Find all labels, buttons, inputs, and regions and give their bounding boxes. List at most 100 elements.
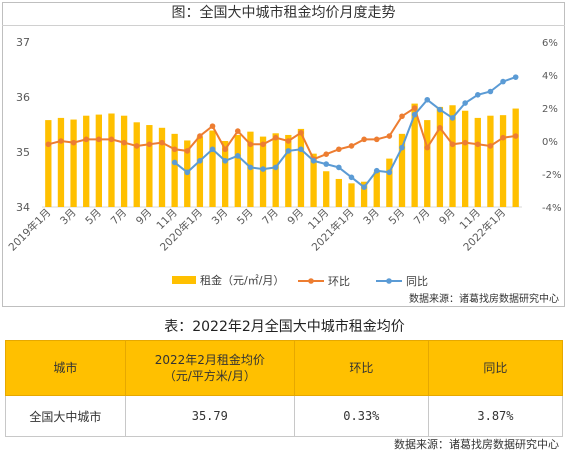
- yoy-point: [285, 148, 292, 154]
- mom-point: [449, 141, 456, 148]
- x-tick-label: 7月: [412, 207, 433, 228]
- y-right-tick-label: 4%: [542, 71, 558, 82]
- bar: [487, 115, 494, 207]
- x-tick-label: 3月: [210, 207, 231, 228]
- bar: [323, 171, 330, 207]
- x-tick-label: 9月: [285, 207, 306, 228]
- mom-point: [500, 134, 506, 141]
- x-tick-label: 5月: [386, 207, 407, 228]
- table-row: 全国大中城市 35.79 0.33% 3.87%: [5, 395, 564, 437]
- yoy-point: [336, 164, 342, 171]
- yoy-point: [373, 167, 380, 174]
- legend-bar-label: 租金（元/㎡/月）: [200, 273, 284, 287]
- yoy-point: [209, 146, 216, 153]
- x-tick-label: 3月: [361, 207, 382, 228]
- mom-point: [462, 139, 468, 146]
- y-right-tick-label: 0%: [542, 137, 558, 148]
- mom-point: [234, 128, 241, 134]
- yoy-point: [184, 169, 191, 176]
- legend-yoy-label: 同比: [406, 275, 428, 288]
- bar: [348, 183, 355, 207]
- y-left-tick-label: 37: [16, 36, 30, 49]
- chart-source: 数据来源：诸葛找房数据研究中心: [409, 294, 559, 305]
- chart-bars: [45, 103, 519, 207]
- mom-point: [108, 136, 115, 143]
- mom-point: [58, 138, 64, 144]
- x-tick-label: 5月: [235, 207, 256, 228]
- bar: [133, 122, 140, 207]
- mom-point: [272, 134, 279, 141]
- bar: [335, 178, 342, 207]
- mom-point: [298, 129, 304, 136]
- chart-title: 图：全国大中城市租金均价月度走势: [2, 2, 565, 26]
- bar: [411, 103, 418, 207]
- chart-legend: 租金（元/㎡/月） 环比 同比: [172, 273, 428, 288]
- yoy-point: [361, 184, 367, 190]
- mom-point: [133, 143, 140, 149]
- mom-point: [45, 141, 52, 148]
- x-tick-label: 5月: [83, 207, 104, 228]
- bar: [146, 125, 153, 207]
- bar: [209, 130, 216, 207]
- bar: [57, 117, 65, 207]
- rent-table: 城市 2022年2月租金均价 （元/平方米/月） 环比 同比 全国大中城市 35…: [5, 340, 564, 437]
- bar: [499, 115, 507, 207]
- bar: [398, 133, 406, 207]
- mom-point: [361, 136, 367, 143]
- mom-point: [348, 143, 355, 149]
- x-tick-label: 3月: [58, 207, 79, 228]
- cell-city: 全国大中城市: [5, 395, 126, 437]
- mom-point: [323, 151, 330, 157]
- bar: [45, 120, 52, 207]
- x-tick-label: 9月: [437, 207, 458, 228]
- mom-point: [512, 133, 519, 139]
- yoy-point: [487, 88, 494, 95]
- cell-price: 35.79: [124, 395, 295, 437]
- mom-point: [487, 143, 494, 149]
- legend-bar-swatch: [172, 276, 196, 284]
- yoy-point: [197, 158, 203, 164]
- cell-yoy: 3.87%: [427, 395, 564, 437]
- yoy-point: [222, 158, 228, 164]
- x-tick-label: 9月: [134, 207, 155, 228]
- bar: [234, 134, 241, 207]
- mom-point: [247, 141, 254, 148]
- chart-lines: [45, 74, 519, 190]
- x-tick-label: 7月: [109, 207, 130, 228]
- bar: [171, 133, 178, 207]
- mom-point: [121, 139, 127, 146]
- mom-point: [70, 139, 77, 146]
- bar: [436, 106, 444, 207]
- x-tick-label: 7月: [260, 207, 281, 228]
- yoy-point: [260, 166, 266, 172]
- header-price: 2022年2月租金均价 （元/平方米/月）: [124, 340, 295, 396]
- mom-point: [159, 139, 165, 146]
- bar: [70, 119, 77, 207]
- bar: [512, 108, 519, 207]
- yoy-point: [272, 164, 279, 171]
- mom-point: [222, 146, 228, 153]
- y-right-tick-label: -4%: [542, 203, 561, 214]
- yoy-point: [437, 106, 443, 113]
- table-source: 数据来源：诸葛找房数据研究中心: [394, 438, 559, 451]
- mom-point: [171, 146, 178, 153]
- mom-point: [336, 146, 342, 153]
- bar: [386, 158, 393, 207]
- mom-point: [411, 105, 418, 111]
- yoy-point: [399, 144, 405, 151]
- bar: [297, 128, 305, 207]
- bar: [95, 114, 102, 207]
- table-header-row: 城市 2022年2月租金均价 （元/平方米/月） 环比 同比: [5, 340, 564, 396]
- yoy-point: [234, 153, 241, 159]
- yoy-line: [173, 76, 517, 189]
- legend-mom-marker: [308, 278, 314, 284]
- bar: [462, 110, 469, 207]
- mom-point: [386, 133, 393, 139]
- yoy-point: [512, 74, 519, 80]
- yoy-point: [310, 158, 317, 164]
- y-right-tick-label: -2%: [542, 170, 561, 181]
- bar: [196, 136, 204, 207]
- bar: [108, 113, 115, 207]
- yoy-point: [449, 115, 456, 121]
